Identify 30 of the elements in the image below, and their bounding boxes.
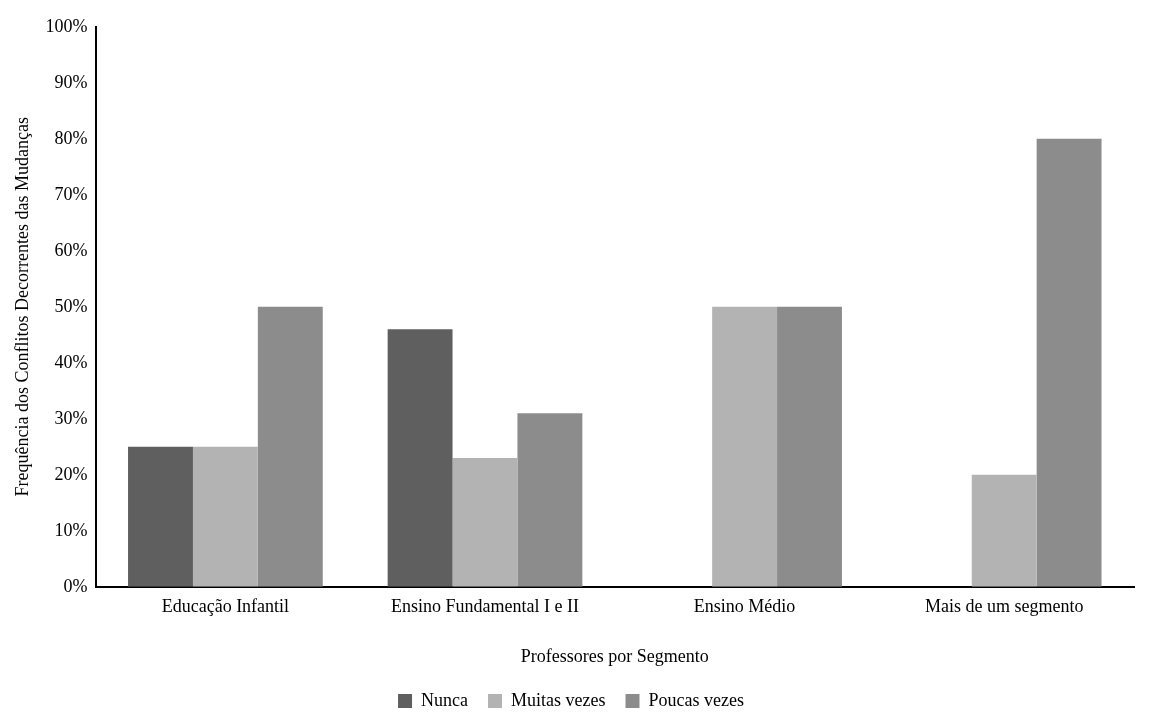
y-tick-label: 50% [54,295,88,316]
x-tick-label: Mais de um segmento [924,596,1084,617]
y-tick-label: 20% [54,463,88,484]
legend-label: Nunca [421,689,469,710]
bar [452,458,518,587]
bar [128,446,193,587]
y-axis-title: Frequência dos Conflitos Decorrentes das Mudanças [11,117,32,497]
y-tick-label: 0% [63,575,88,596]
y-tick-label: 10% [54,519,88,540]
bar [257,306,323,587]
bar [517,413,583,587]
x-tick-label: Ensino Fundamental I e II [391,596,579,617]
legend-label: Muitas vezes [511,689,606,710]
bar [777,306,842,587]
bar [387,329,453,587]
y-tick-label: 100% [45,15,88,36]
y-tick-label: 70% [54,183,88,204]
bar [971,474,1037,587]
y-tick-label: 80% [54,127,88,148]
x-tick-label: Educação Infantil [161,596,290,617]
y-tick-label: 60% [54,239,88,260]
bar [192,446,258,587]
x-axis-title: Professores por Segmento [520,645,709,666]
y-tick-label: 90% [54,71,88,92]
y-tick-label: 30% [54,407,88,428]
legend-label: Poucas vezes [648,689,744,710]
bar [712,306,778,587]
bar [1036,138,1102,587]
y-tick-label: 40% [54,351,88,372]
x-tick-label: Ensino Médio [693,596,796,617]
